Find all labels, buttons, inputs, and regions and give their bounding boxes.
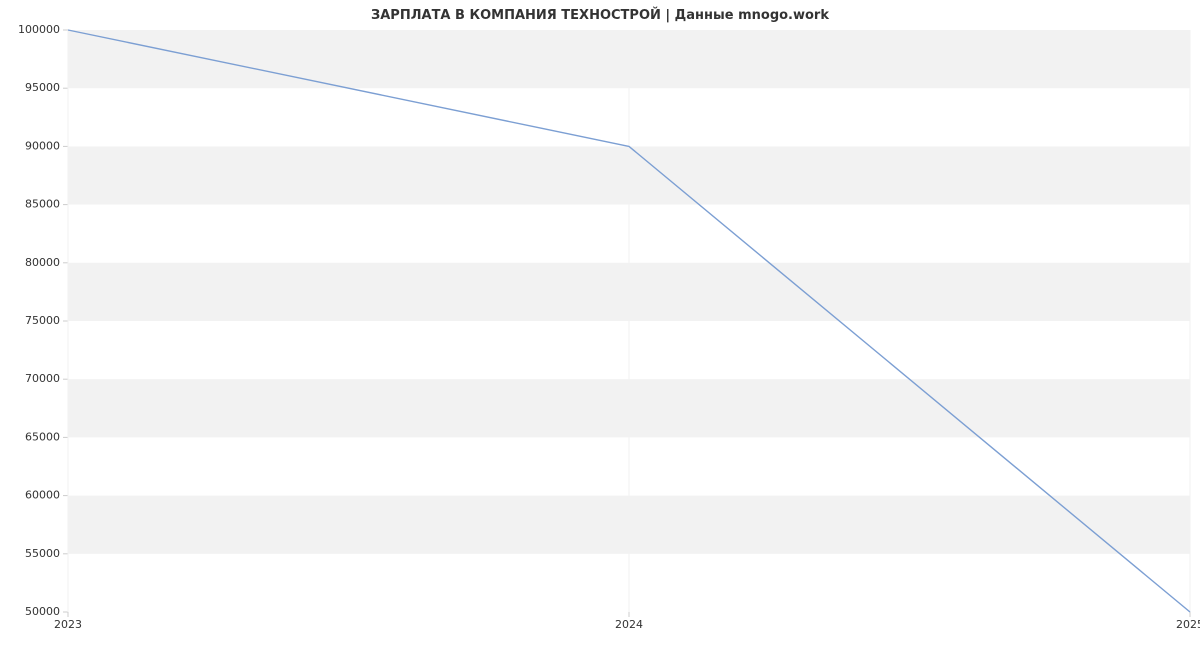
xtick-label: 2023 [54, 618, 82, 631]
xtick-label: 2025 [1176, 618, 1200, 631]
chart-svg: 50000 55000 60000 65000 70000 75000 80000 85000… [0, 0, 1200, 650]
ytick-label: 60000 [25, 489, 60, 502]
ytick-label: 75000 [25, 314, 60, 327]
xtick-label: 2024 [615, 618, 643, 631]
chart-title: ЗАРПЛАТА В КОМПАНИЯ ТЕХНОСТРОЙ | Данные … [0, 8, 1200, 23]
ytick-label: 95000 [25, 81, 60, 94]
ytick-label: 80000 [25, 256, 60, 269]
ytick-label: 100000 [18, 23, 60, 36]
ytick-label: 70000 [25, 372, 60, 385]
ytick-label: 65000 [25, 430, 60, 443]
ytick-label: 55000 [25, 547, 60, 560]
ytick-label: 85000 [25, 198, 60, 211]
salary-line-chart: ЗАРПЛАТА В КОМПАНИЯ ТЕХНОСТРОЙ | Данные … [0, 0, 1200, 650]
ytick-label: 90000 [25, 139, 60, 152]
ytick-label: 50000 [25, 605, 60, 618]
